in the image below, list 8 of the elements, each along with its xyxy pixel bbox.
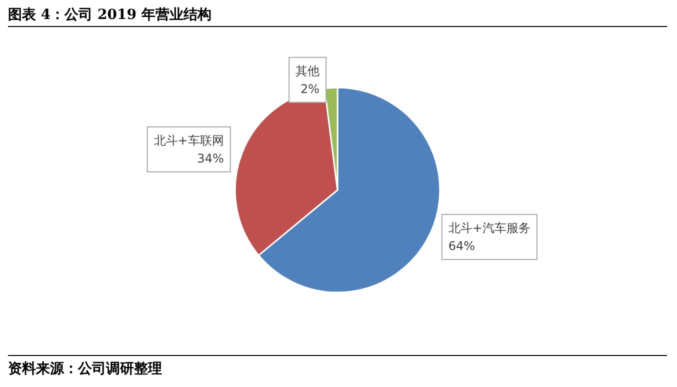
data-label: 64% (448, 239, 476, 254)
slice-label: 其他 (296, 64, 320, 78)
data-label: 34% (197, 151, 224, 166)
slice-label: 北斗+汽车服务 (448, 221, 530, 236)
chart-title: 图表 4：公司 2019 年营业结构 (8, 4, 667, 27)
text: 资料来源：公司调研整理 (8, 361, 162, 377)
slice-label: 北斗+车联网 (154, 133, 224, 148)
data-label: 2% (300, 82, 320, 96)
